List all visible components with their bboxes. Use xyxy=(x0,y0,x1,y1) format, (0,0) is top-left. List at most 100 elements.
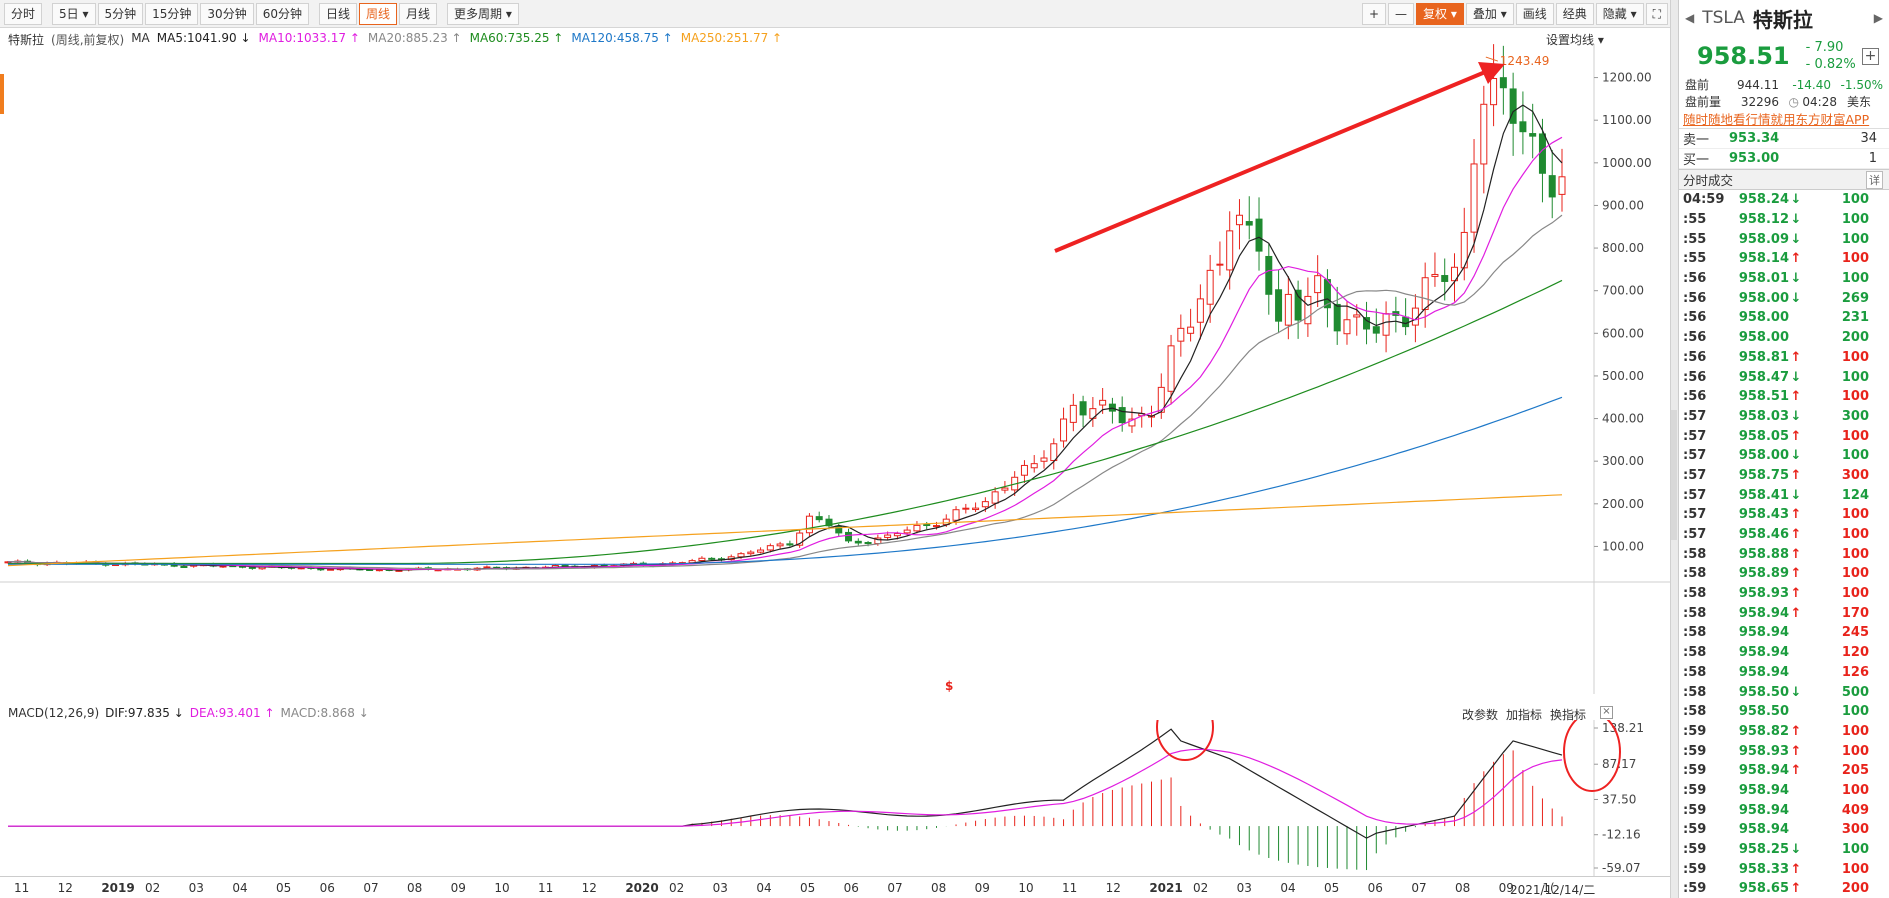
last-price: 958.51 xyxy=(1697,42,1790,70)
fullscreen-icon[interactable]: ⛶ xyxy=(1645,3,1668,25)
time-axis-label: 2020 xyxy=(625,881,659,895)
trade-price: 958.93 xyxy=(1738,743,1789,759)
toolbar-right-button-3[interactable]: 叠加 ▾ xyxy=(1465,3,1514,25)
time-axis-label: 04 xyxy=(1280,881,1296,895)
price-tick-label: 800.00 xyxy=(1602,241,1644,255)
price-change-pct: - 0.82% xyxy=(1805,57,1856,72)
toolbar-right-button-1[interactable]: — xyxy=(1388,3,1415,25)
macd-close-icon[interactable]: × xyxy=(1600,706,1613,719)
ma-value-4: MA120:458.75 ↑ xyxy=(571,31,673,45)
trade-direction-icon: ↓ xyxy=(1790,271,1802,287)
period-button-0[interactable]: 分时 xyxy=(4,2,43,25)
trade-row: :56 958.81 ↑ 100 xyxy=(1679,348,1889,368)
ma-value-2: MA20:885.23 ↑ xyxy=(367,31,462,45)
candle-body xyxy=(1402,316,1410,328)
trades-detail-button[interactable]: 详 xyxy=(1866,170,1883,189)
ma-values: MA5:1041.90 ↓ MA10:1033.17 ↑ MA20:885.23 ↑… xyxy=(157,31,782,48)
bid-price: 953.00 xyxy=(1729,151,1780,166)
macd-tool-0[interactable]: 改参数 xyxy=(1462,708,1499,722)
add-watchlist-icon[interactable]: + xyxy=(1862,47,1879,65)
time-axis-label: 05 xyxy=(800,881,816,895)
candle-body xyxy=(1294,289,1302,321)
ma10-line xyxy=(7,136,1563,571)
trade-row: :58 958.94 126 xyxy=(1679,663,1889,683)
trade-price: 958.94 xyxy=(1738,802,1789,818)
trade-volume: 100 xyxy=(1841,389,1869,405)
next-stock-icon[interactable]: ▶ xyxy=(1873,11,1883,25)
trade-row: :57 958.05 ↑ 100 xyxy=(1679,426,1889,446)
toolbar-right-button-6[interactable]: 隐藏 ▾ xyxy=(1595,3,1644,25)
period-button-4[interactable]: 30分钟 xyxy=(200,2,254,25)
toolbar-right-button-0[interactable]: + xyxy=(1361,3,1387,25)
trade-volume: 100 xyxy=(1841,586,1869,602)
trade-price: 958.88 xyxy=(1738,546,1789,562)
period-button-6[interactable]: 日线 xyxy=(318,2,357,25)
ma-settings-button[interactable]: 设置均线 ▾ xyxy=(1546,33,1604,47)
trade-row: :57 958.46 ↑ 100 xyxy=(1679,525,1889,545)
trade-volume: 100 xyxy=(1841,271,1869,287)
period-button-5[interactable]: 60分钟 xyxy=(255,2,309,25)
trade-time: :59 xyxy=(1683,842,1707,858)
period-button-3[interactable]: 15分钟 xyxy=(145,2,199,25)
macd-tool-1[interactable]: 加指标 xyxy=(1506,708,1543,722)
candle-body xyxy=(1470,163,1478,233)
time-axis-label: 12 xyxy=(581,881,597,895)
time-axis-label: 09 xyxy=(974,881,990,895)
time-axis-label: 08 xyxy=(931,881,947,895)
trade-row: :56 958.00 231 xyxy=(1679,308,1889,328)
candle-body xyxy=(1529,133,1537,137)
candle-body xyxy=(1216,263,1224,266)
app-promo-link[interactable]: 随时随地看行情就用东方财富APP xyxy=(1679,110,1889,129)
trade-price: 958.94 xyxy=(1738,664,1789,680)
period-button-8[interactable]: 月线 xyxy=(399,2,438,25)
candle-body xyxy=(180,566,188,569)
trade-volume: 200 xyxy=(1841,881,1869,897)
trade-price: 958.00 xyxy=(1738,290,1789,306)
trade-price: 958.14 xyxy=(1738,251,1789,267)
candle-body xyxy=(766,545,774,551)
trade-time: :59 xyxy=(1683,763,1707,779)
candle-body xyxy=(1030,463,1038,469)
candle-body xyxy=(757,549,765,553)
panel-resize-handle[interactable] xyxy=(1671,410,1677,540)
macd-title: MACD(12,26,9) xyxy=(8,706,100,720)
event-marker: $ xyxy=(945,679,953,693)
price-row: 958.51 - 7.90 - 0.82% + xyxy=(1679,36,1889,76)
period-button-2[interactable]: 5分钟 xyxy=(97,2,144,25)
trade-price: 958.24 xyxy=(1738,192,1789,208)
candle-body xyxy=(1255,218,1263,252)
candle-body xyxy=(737,553,745,558)
trade-time: :58 xyxy=(1683,605,1707,621)
trade-time: :59 xyxy=(1683,723,1707,739)
bid-volume: 1 xyxy=(1868,151,1877,166)
candle-body xyxy=(1187,326,1195,334)
candle-body xyxy=(1538,133,1546,174)
time-axis-label: 12 xyxy=(57,881,73,895)
toolbar-right-button-4[interactable]: 画线 xyxy=(1515,3,1554,25)
prev-stock-icon[interactable]: ◀ xyxy=(1685,11,1695,25)
stock-name: 特斯拉 xyxy=(1752,7,1813,32)
macd-tool-2[interactable]: 换指标 xyxy=(1550,708,1587,722)
toolbar-right-button-2[interactable]: 复权 ▾ xyxy=(1416,3,1464,25)
candle-body xyxy=(845,531,853,542)
toolbar-right-button-5[interactable]: 经典 xyxy=(1555,3,1594,25)
candle-body xyxy=(1177,327,1185,342)
trade-price: 958.89 xyxy=(1738,566,1789,582)
candle-body xyxy=(835,525,843,534)
period-button-7[interactable]: 周线 xyxy=(359,2,398,25)
period-button-1[interactable]: 5日 ▾ xyxy=(52,2,96,25)
trade-row: :58 958.94 245 xyxy=(1679,623,1889,643)
candle-body xyxy=(1245,221,1253,226)
premarket-time: 04:28 xyxy=(1802,94,1837,109)
trade-row: :56 958.51 ↑ 100 xyxy=(1679,387,1889,407)
macd-tick-label: 138.21 xyxy=(1602,721,1644,735)
trade-direction-icon: ↓ xyxy=(1790,408,1802,424)
trade-time: :59 xyxy=(1683,861,1707,877)
trade-volume: 100 xyxy=(1841,349,1869,365)
candle-body xyxy=(1128,418,1136,427)
price-chart[interactable]: 1200.00 1100.00 1000.00 900.00 800.00 700.00 6… xyxy=(0,44,1670,694)
period-button-9[interactable]: 更多周期 ▾ xyxy=(447,2,519,25)
trade-price: 958.82 xyxy=(1738,723,1789,739)
candle-body xyxy=(1490,78,1498,106)
time-axis-label: 06 xyxy=(319,881,335,895)
